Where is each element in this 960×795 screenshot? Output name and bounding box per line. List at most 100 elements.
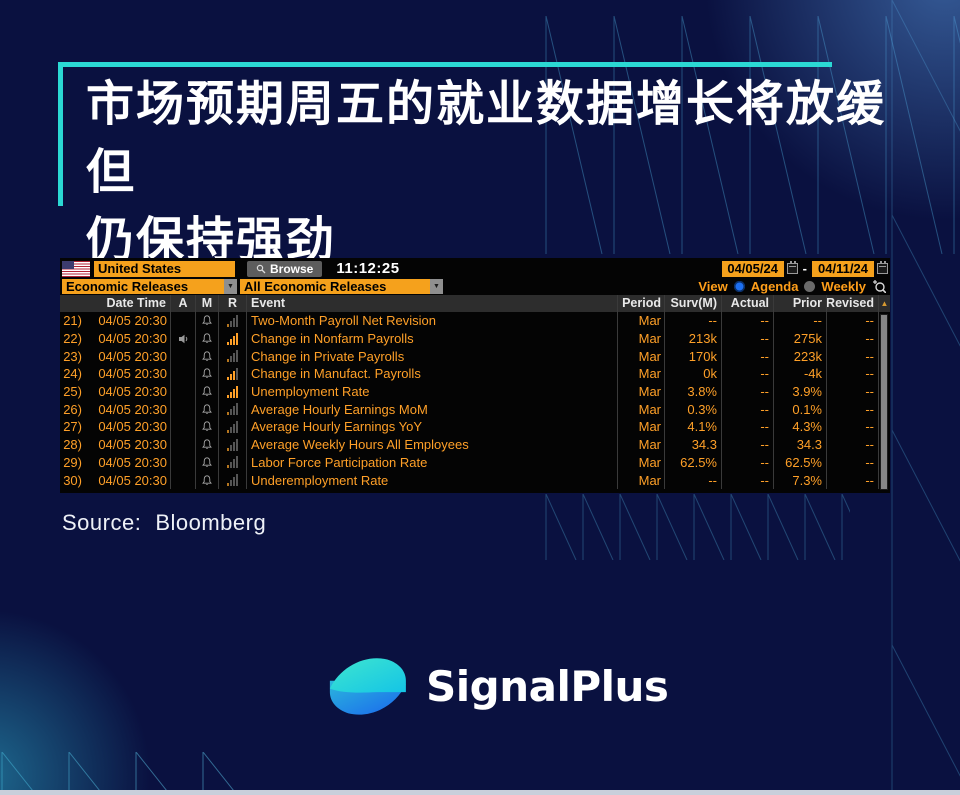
row-actual: -- bbox=[721, 329, 773, 348]
table-row[interactable]: 30) 04/05 20:30 Underemployment Rate Mar… bbox=[60, 471, 890, 489]
table-row[interactable]: 29) 04/05 20:30 Labor Force Participatio… bbox=[60, 453, 890, 472]
row-event[interactable]: Change in Manufact. Payrolls bbox=[246, 365, 617, 383]
relevance-cell[interactable] bbox=[218, 347, 246, 366]
relevance-cell[interactable] bbox=[218, 400, 246, 419]
row-datetime: 04/05 20:30 bbox=[98, 313, 167, 329]
page-title: 市场预期周五的就业数据增长将放缓但 仍保持强劲 bbox=[86, 70, 906, 274]
relevance-cell[interactable] bbox=[218, 471, 246, 489]
relevance-cell[interactable] bbox=[218, 453, 246, 472]
column-header-actual[interactable]: Actual bbox=[721, 295, 773, 312]
column-header-event[interactable]: Event bbox=[246, 295, 617, 312]
row-number: 21) bbox=[63, 313, 82, 329]
alarm-cell[interactable] bbox=[195, 365, 218, 383]
row-survey: 34.3 bbox=[664, 435, 721, 454]
alarm-cell[interactable] bbox=[195, 312, 218, 330]
alarm-cell[interactable] bbox=[195, 471, 218, 489]
date-from-field[interactable]: 04/05/24 bbox=[721, 260, 784, 277]
alarm-cell[interactable] bbox=[195, 347, 218, 366]
row-number: 22) bbox=[63, 331, 82, 347]
row-datetime: 04/05 20:30 bbox=[98, 419, 167, 435]
relevance-cell[interactable] bbox=[218, 312, 246, 330]
bell-icon bbox=[202, 421, 212, 432]
row-actual: -- bbox=[721, 347, 773, 366]
row-prior: 0.1% bbox=[773, 400, 826, 419]
calendar-icon[interactable] bbox=[786, 261, 798, 274]
row-event[interactable]: Unemployment Rate bbox=[246, 382, 617, 401]
row-event[interactable]: Average Hourly Earnings YoY bbox=[246, 418, 617, 436]
row-revised: -- bbox=[826, 435, 878, 454]
country-selector[interactable]: United States bbox=[94, 260, 235, 277]
row-survey: -- bbox=[664, 312, 721, 330]
alarm-cell[interactable] bbox=[195, 453, 218, 472]
relevance-cell[interactable] bbox=[218, 418, 246, 436]
column-header-a[interactable]: A bbox=[170, 295, 195, 312]
row-prior: 7.3% bbox=[773, 471, 826, 489]
row-revised: -- bbox=[826, 347, 878, 366]
row-datetime: 04/05 20:30 bbox=[98, 472, 167, 488]
table-row[interactable]: 28) 04/05 20:30 Average Weekly Hours All… bbox=[60, 435, 890, 454]
brand-wordmark: SignalPlus bbox=[426, 661, 669, 711]
date-range: 04/05/24 - 04/11/24 bbox=[721, 260, 888, 277]
view-option-weekly[interactable]: Weekly bbox=[821, 278, 866, 294]
row-event[interactable]: Change in Nonfarm Payrolls bbox=[246, 329, 617, 348]
table-row[interactable]: 26) 04/05 20:30 Average Hourly Earnings … bbox=[60, 400, 890, 419]
row-event[interactable]: Average Weekly Hours All Employees bbox=[246, 435, 617, 454]
row-revised: -- bbox=[826, 312, 878, 330]
table-row[interactable]: 22) 04/05 20:30 Change in Nonfarm Payrol… bbox=[60, 329, 890, 348]
column-header-r[interactable]: R bbox=[218, 295, 246, 312]
view-option-agenda[interactable]: Agenda bbox=[750, 278, 799, 294]
row-number: 23) bbox=[63, 348, 82, 364]
magnifier-plus-icon[interactable] bbox=[872, 279, 886, 293]
column-header-date-time[interactable]: Date Time bbox=[106, 296, 166, 311]
row-event[interactable]: Labor Force Participation Rate bbox=[246, 453, 617, 472]
column-header-m[interactable]: M bbox=[195, 295, 218, 312]
row-event[interactable]: Change in Private Payrolls bbox=[246, 347, 617, 366]
sort-up-arrow[interactable]: ▲ bbox=[878, 295, 890, 312]
table-row[interactable]: 24) 04/05 20:30 Change in Manufact. Payr… bbox=[60, 365, 890, 383]
table-row[interactable]: 27) 04/05 20:30 Average Hourly Earnings … bbox=[60, 418, 890, 436]
column-header-surv[interactable]: Surv(M) bbox=[664, 295, 721, 312]
row-event[interactable]: Two-Month Payroll Net Revision bbox=[246, 312, 617, 330]
row-actual: -- bbox=[721, 453, 773, 472]
row-survey: 4.1% bbox=[664, 418, 721, 436]
date-to-field[interactable]: 04/11/24 bbox=[812, 260, 874, 277]
table-row[interactable]: 25) 04/05 20:30 Unemployment Rate Mar 3.… bbox=[60, 382, 890, 401]
vertical-scrollbar[interactable] bbox=[880, 314, 888, 490]
radio-agenda[interactable] bbox=[733, 280, 745, 292]
row-actual: -- bbox=[721, 365, 773, 383]
calendar-icon[interactable] bbox=[877, 261, 888, 274]
category-dropdown[interactable]: Economic Releases ▼ bbox=[62, 278, 237, 294]
row-survey: -- bbox=[664, 471, 721, 489]
table-row[interactable]: 21) 04/05 20:30 Two-Month Payroll Net Re… bbox=[60, 312, 890, 330]
chevron-down-icon: ▼ bbox=[430, 278, 443, 294]
table-header-row: Date Time A M R Event Period Surv(M) Act… bbox=[60, 295, 890, 312]
relevance-cell[interactable] bbox=[218, 365, 246, 383]
chart-bars-icon bbox=[227, 367, 238, 380]
table-row[interactable]: 23) 04/05 20:30 Change in Private Payrol… bbox=[60, 347, 890, 366]
column-header-prior[interactable]: Prior bbox=[773, 295, 826, 312]
row-event[interactable]: Underemployment Rate bbox=[246, 471, 617, 489]
row-survey: 170k bbox=[664, 347, 721, 366]
alarm-cell[interactable] bbox=[195, 418, 218, 436]
column-header-period[interactable]: Period bbox=[617, 295, 664, 312]
relevance-cell[interactable] bbox=[218, 329, 246, 348]
alarm-cell[interactable] bbox=[195, 435, 218, 454]
column-header-revised[interactable]: Revised bbox=[826, 295, 878, 312]
alarm-cell[interactable] bbox=[195, 382, 218, 401]
alarm-cell[interactable] bbox=[195, 400, 218, 419]
alarm-cell[interactable] bbox=[195, 329, 218, 348]
radio-weekly[interactable] bbox=[804, 280, 816, 292]
row-actual: -- bbox=[721, 382, 773, 401]
browse-button[interactable]: Browse bbox=[247, 260, 323, 277]
row-survey: 0.3% bbox=[664, 400, 721, 419]
release-type-dropdown-value: All Economic Releases bbox=[244, 278, 387, 294]
row-event[interactable]: Average Hourly Earnings MoM bbox=[246, 400, 617, 419]
relevance-cell[interactable] bbox=[218, 435, 246, 454]
row-prior: 34.3 bbox=[773, 435, 826, 454]
alert-cell bbox=[170, 453, 195, 472]
relevance-cell[interactable] bbox=[218, 382, 246, 401]
date-to-value: 04/11/24 bbox=[818, 261, 868, 276]
magnifier-icon bbox=[256, 264, 266, 273]
release-type-dropdown[interactable]: All Economic Releases ▼ bbox=[240, 278, 443, 294]
headline-accent-bar-left bbox=[58, 62, 63, 206]
